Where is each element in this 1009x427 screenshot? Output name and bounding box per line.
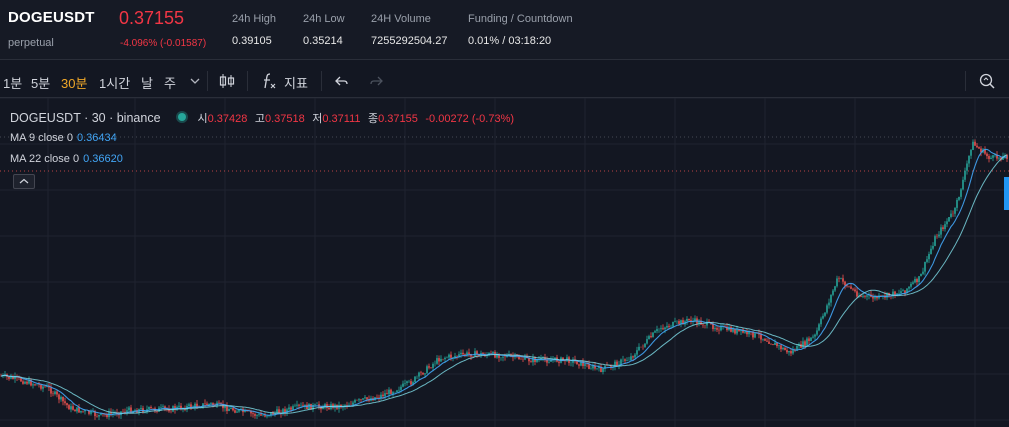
legend-symbol-title[interactable]: DOGEUSDT · 30 · binance — [10, 111, 161, 125]
stat-label: 24h High — [232, 13, 277, 25]
stat-24h-low: 24h Low 0.35214 — [303, 13, 345, 47]
ma-9-legend[interactable]: MA 9 close 0 0.36434 — [10, 132, 117, 144]
ohlc-low: 저0.37111 — [312, 113, 360, 125]
ohlc-value: 0.37428 — [207, 113, 248, 125]
timeframe-30m[interactable]: 30분 — [61, 76, 88, 91]
undo-icon[interactable] — [332, 71, 352, 91]
stat-funding-countdown: Funding / Countdown 0.01% / 03:18:20 — [468, 13, 573, 47]
timeframe-5m[interactable]: 5분 — [31, 76, 51, 91]
ma-label: MA 22 close 0 — [10, 153, 80, 165]
ohlc-change: -0.00272 (-0.73%) — [425, 113, 514, 125]
chevron-up-icon — [19, 178, 29, 184]
ohlc-open: 시0.37428 — [198, 113, 248, 125]
ohlc-label: 저 — [312, 113, 323, 125]
ohlc-value: 0.37155 — [378, 113, 418, 125]
legend-header: DOGEUSDT · 30 · binance 시0.37428 고0.3751… — [10, 110, 514, 126]
stat-24h-volume: 24H Volume 7255292504.27 — [371, 13, 447, 47]
toolbar-divider — [965, 71, 966, 91]
ohlc-high: 고0.37518 — [255, 113, 305, 125]
chart-toolbar: 1분 5분 30분 1시간 날 주 지표 — [0, 64, 1009, 98]
price-chart[interactable] — [0, 98, 1009, 427]
ohlc-value: 0.37518 — [265, 113, 305, 125]
symbol-name[interactable]: DOGEUSDT — [8, 9, 95, 26]
toolbar-divider — [321, 71, 322, 91]
last-price-marker — [1004, 177, 1009, 210]
ticker-bar: DOGEUSDT perpetual 0.37155 -4.096% (-0.0… — [0, 0, 1009, 60]
candlestick-icon[interactable] — [217, 71, 237, 91]
chevron-down-icon[interactable] — [185, 71, 205, 91]
ma-9-line — [0, 148, 1007, 416]
live-status-icon — [178, 113, 187, 121]
screenshot-icon[interactable] — [977, 71, 997, 91]
stat-value: 7255292504.27 — [371, 35, 448, 47]
indicators-button[interactable]: 지표 — [284, 76, 308, 91]
ma-22-line — [0, 154, 1008, 414]
ohlc-close: 종0.37155 — [368, 113, 418, 125]
toolbar-divider — [207, 71, 208, 91]
stat-value: 0.39105 — [232, 35, 272, 47]
ohlc-label: 종 — [368, 113, 379, 125]
ma-label: MA 9 close 0 — [10, 132, 73, 144]
ohlc-label: 시 — [197, 113, 208, 125]
timeframe-day[interactable]: 날 — [141, 76, 153, 91]
ohlc-change-value: -0.00272 (-0.73%) — [425, 113, 515, 125]
ma-22-legend[interactable]: MA 22 close 0 0.36620 — [10, 153, 123, 165]
last-price: 0.37155 — [119, 8, 185, 28]
ohlc-value: 0.37111 — [322, 113, 361, 125]
stat-label: 24H Volume — [371, 13, 431, 25]
stat-24h-high: 24h High 0.39105 — [232, 13, 276, 47]
stat-value: 0.35214 — [303, 35, 343, 47]
redo-icon[interactable] — [366, 71, 386, 91]
timeframe-1h[interactable]: 1시간 — [99, 76, 131, 91]
function-icon[interactable] — [259, 71, 279, 91]
collapse-legend-button[interactable] — [13, 174, 35, 189]
ma-value: 0.36620 — [83, 153, 123, 165]
toolbar-divider — [247, 71, 248, 91]
stat-label: Funding / Countdown — [468, 13, 573, 25]
stat-value: 0.01% / 03:18:20 — [468, 35, 552, 47]
contract-type: perpetual — [8, 37, 54, 49]
price-change: -4.096% (-0.01587) — [120, 38, 207, 49]
timeframe-1m[interactable]: 1분 — [3, 76, 23, 91]
ma-value: 0.36434 — [76, 132, 117, 144]
stat-label: 24h Low — [303, 13, 345, 25]
candlestick-chart-canvas[interactable] — [0, 98, 1009, 427]
timeframe-week[interactable]: 주 — [164, 76, 176, 91]
ohlc-label: 고 — [254, 113, 265, 125]
